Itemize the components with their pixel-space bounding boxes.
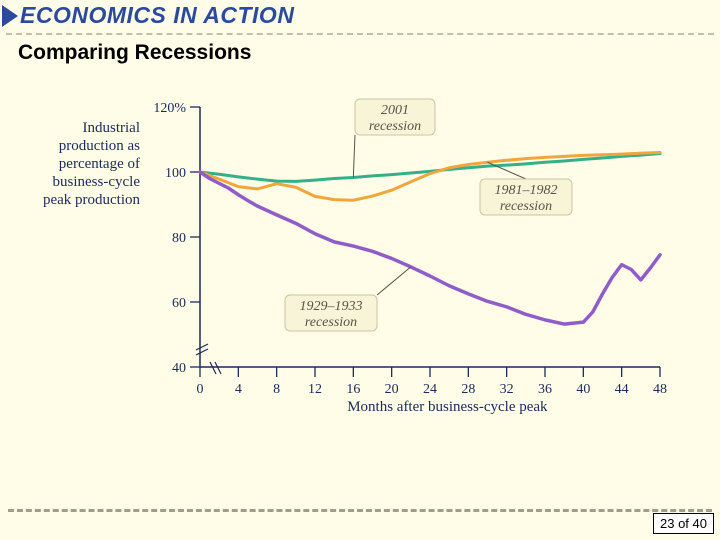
svg-text:2001: 2001: [381, 103, 409, 118]
chart-container: Industrialproduction aspercentage ofbusi…: [20, 97, 700, 477]
svg-text:16: 16: [346, 382, 360, 397]
y-axis-label: Industrialproduction aspercentage ofbusi…: [20, 119, 140, 209]
svg-text:60: 60: [172, 296, 186, 311]
svg-text:36: 36: [538, 382, 552, 397]
svg-text:24: 24: [423, 382, 437, 397]
header-arrow: [2, 5, 18, 27]
page-counter: 23 of 40: [653, 513, 714, 534]
svg-text:12: 12: [308, 382, 322, 397]
page-subtitle: Comparing Recessions: [0, 35, 720, 65]
svg-text:44: 44: [615, 382, 629, 397]
svg-text:20: 20: [385, 382, 399, 397]
header-title: ECONOMICS IN ACTION: [20, 2, 294, 29]
svg-text:0: 0: [197, 382, 204, 397]
svg-text:28: 28: [461, 382, 475, 397]
svg-text:1929–1933: 1929–1933: [300, 299, 363, 314]
svg-text:120%: 120%: [153, 101, 186, 116]
svg-text:8: 8: [273, 382, 280, 397]
footer-divider: [8, 509, 712, 512]
svg-text:48: 48: [653, 382, 667, 397]
svg-text:recession: recession: [500, 199, 552, 214]
svg-text:4: 4: [235, 382, 242, 397]
x-axis-label: Months after business-cycle peak: [347, 399, 547, 416]
svg-text:recession: recession: [369, 119, 421, 134]
svg-text:80: 80: [172, 231, 186, 246]
svg-text:1981–1982: 1981–1982: [495, 183, 558, 198]
svg-text:40: 40: [172, 361, 186, 376]
svg-text:40: 40: [576, 382, 590, 397]
svg-text:recession: recession: [305, 315, 357, 330]
svg-text:32: 32: [500, 382, 514, 397]
svg-text:100: 100: [165, 166, 186, 181]
recession-line-chart: 406080100120%048121620242832364044482001…: [140, 97, 680, 437]
